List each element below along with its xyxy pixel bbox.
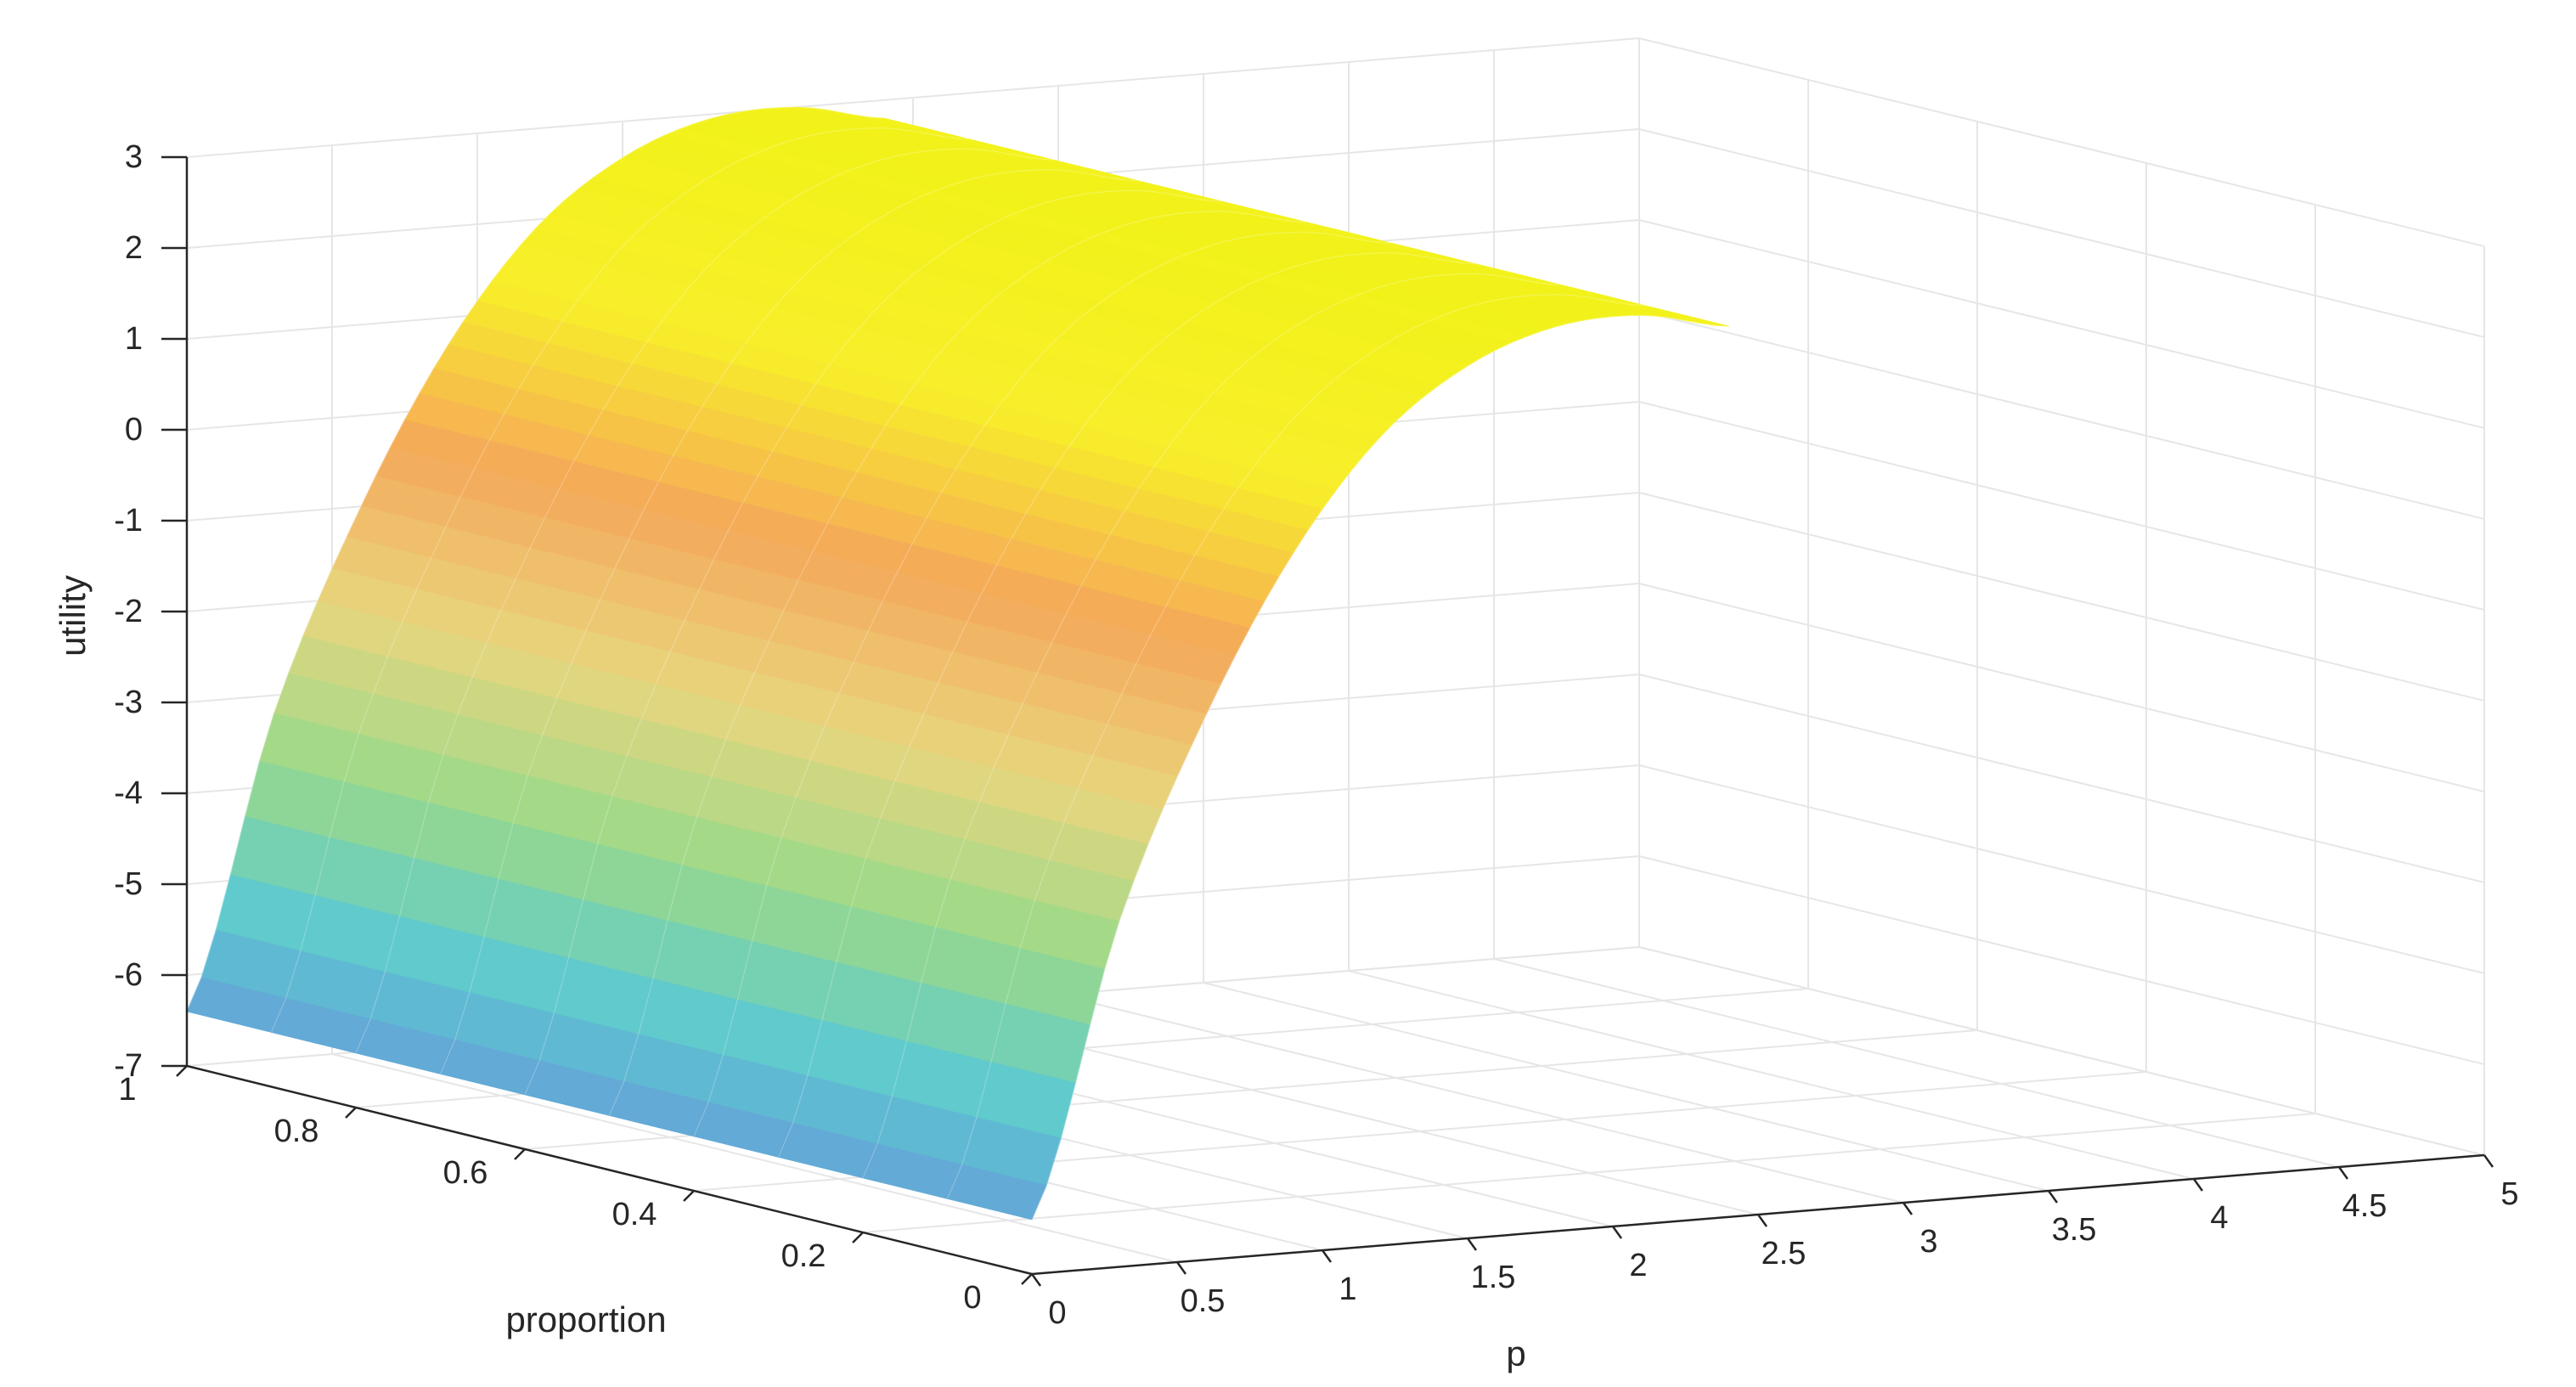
side-grid-line bbox=[1638, 128, 2485, 338]
utility-tick-label: -4 bbox=[114, 775, 143, 811]
utility-tick-label: -6 bbox=[114, 957, 143, 993]
surface-mesh-line bbox=[524, 189, 1222, 1096]
p-tick bbox=[1321, 1249, 1333, 1263]
side-grid-line bbox=[1638, 674, 2485, 883]
p-tick bbox=[2047, 1190, 2059, 1204]
surface-mesh-line bbox=[693, 231, 1391, 1137]
floor-grid-line bbox=[1057, 994, 1904, 1204]
p-tick bbox=[1611, 1226, 1623, 1239]
surface-mesh-line bbox=[946, 294, 1645, 1199]
surface-mesh-line bbox=[270, 127, 969, 1033]
proportion-tick bbox=[683, 1190, 695, 1202]
surface-mesh-line bbox=[862, 273, 1560, 1179]
p-tick-label: 5 bbox=[2500, 1176, 2518, 1212]
p-tick bbox=[1756, 1214, 1768, 1227]
x-axis-title: p bbox=[1506, 1333, 1525, 1373]
side-grid-line bbox=[1638, 583, 2485, 792]
proportion-tick-label: 0.2 bbox=[781, 1238, 826, 1274]
p-tick bbox=[1175, 1261, 1187, 1275]
surface-mesh-line bbox=[608, 211, 1307, 1116]
proportion-tick-label: 0.8 bbox=[274, 1114, 319, 1149]
side-grid-line bbox=[1638, 401, 2485, 611]
proportion-tick bbox=[1021, 1273, 1033, 1285]
p-tick bbox=[1466, 1238, 1478, 1251]
p-tick-label: 2 bbox=[1629, 1248, 1647, 1283]
p-tick-label: 3.5 bbox=[2052, 1212, 2097, 1248]
side-grid-line bbox=[1638, 310, 2485, 520]
utility-tick-label: 2 bbox=[125, 230, 143, 266]
utility-tick-label: -2 bbox=[114, 594, 143, 629]
p-tick-label: 1 bbox=[1339, 1271, 1356, 1307]
floor-grid-line bbox=[1348, 970, 2195, 1180]
surface-mesh-line bbox=[355, 148, 1053, 1054]
utility-tick-label: -5 bbox=[114, 866, 143, 902]
proportion-tick bbox=[514, 1148, 526, 1160]
side-grid-line bbox=[1638, 764, 2485, 974]
utility-tick-label: -3 bbox=[114, 685, 143, 720]
p-tick-label: 4 bbox=[2210, 1200, 2228, 1236]
axes: 0 0.5 1 1.5 2 2.5 3 3.5 4 4.5 500.20.40.60.81-7-6-… bbox=[114, 139, 2518, 1331]
p-tick-label: 0.5 bbox=[1181, 1283, 1226, 1319]
proportion-tick bbox=[852, 1232, 864, 1243]
p-tick-label: 2.5 bbox=[1761, 1236, 1807, 1271]
utility-tick-label: 0 bbox=[125, 412, 143, 448]
floor-grid-line bbox=[862, 1113, 2316, 1233]
surface-mesh-line bbox=[439, 169, 1138, 1074]
side-grid-line bbox=[1638, 37, 2485, 247]
floor-grid-line bbox=[1493, 958, 2340, 1168]
p-tick bbox=[2192, 1178, 2204, 1192]
p-tick bbox=[1902, 1202, 1914, 1215]
surface-mesh-line bbox=[777, 252, 1476, 1158]
p-tick-label: 3 bbox=[1919, 1224, 1937, 1260]
side-grid-line bbox=[1638, 946, 2485, 1156]
utility-tick-label: -7 bbox=[114, 1048, 143, 1084]
proportion-tick-label: 0.4 bbox=[612, 1197, 657, 1232]
surface-mesh-line bbox=[1031, 314, 1729, 1221]
side-grid-line bbox=[1638, 492, 2485, 702]
proportion-axis-line bbox=[186, 1064, 1033, 1276]
side-grid-line bbox=[1638, 219, 2485, 429]
proportion-tick-label: 0 bbox=[963, 1280, 981, 1316]
floor-grid-line bbox=[331, 1053, 1178, 1263]
surface-mesh-line bbox=[186, 106, 884, 1012]
proportion-tick-label: 0.6 bbox=[443, 1155, 488, 1191]
p-tick-label: 1.5 bbox=[1471, 1260, 1516, 1295]
utility-surface bbox=[186, 106, 1729, 1221]
z-axis-title: utility bbox=[53, 575, 93, 657]
p-tick bbox=[1030, 1273, 1042, 1287]
p-tick-label: 4.5 bbox=[2342, 1188, 2387, 1224]
floor-grid-line bbox=[1203, 982, 2049, 1192]
utility-tick-label: -1 bbox=[114, 503, 143, 538]
proportion-tick-label: 1 bbox=[118, 1072, 136, 1108]
p-tick-label: 0 bbox=[1048, 1295, 1066, 1331]
utility-tick-label: 1 bbox=[125, 321, 143, 357]
surface-patch bbox=[989, 1175, 1047, 1221]
y-axis-title: proportion bbox=[505, 1300, 666, 1339]
p-tick bbox=[2483, 1154, 2494, 1168]
p-tick bbox=[2337, 1166, 2349, 1180]
side-grid-line bbox=[1638, 855, 2485, 1065]
proportion-tick bbox=[176, 1065, 188, 1077]
utility-tick-label: 3 bbox=[125, 139, 143, 175]
proportion-tick bbox=[345, 1107, 357, 1119]
